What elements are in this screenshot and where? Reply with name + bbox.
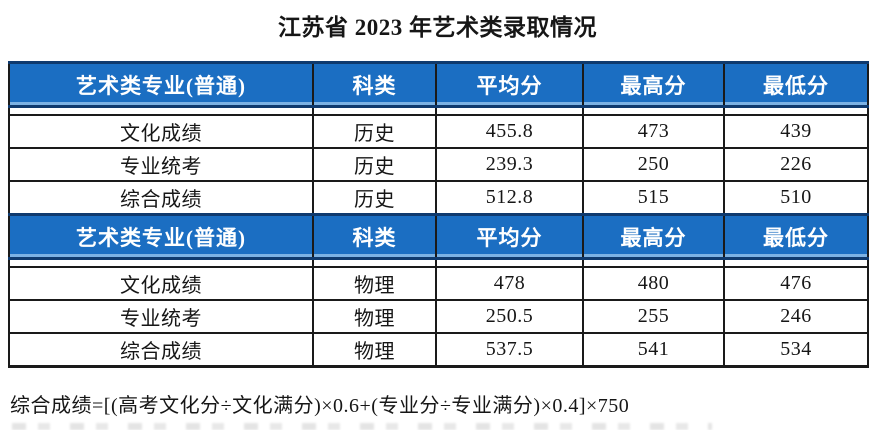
section-header-row: 艺术类专业(普通) 科类 平均分 最高分 最低分: [8, 213, 869, 260]
table-row: 专业统考 物理 250.5 255 246: [8, 299, 869, 334]
spacer-row: [8, 258, 869, 268]
table-cell: 物理: [312, 332, 437, 368]
table-cell: 455.8: [435, 114, 584, 149]
section-header-row: 艺术类专业(普通) 科类 平均分 最高分 最低分: [8, 61, 869, 108]
spacer-cell: [435, 106, 584, 116]
cutoff-text-artifact: [12, 423, 712, 430]
table-cell: 文化成绩: [8, 114, 314, 149]
table-cell: 534: [723, 332, 869, 368]
score-table-body: 艺术类专业(普通) 科类 平均分 最高分 最低分 文化成绩 历史 455.8 473 439 专业统…: [8, 61, 869, 368]
table-cell: 综合成绩: [8, 180, 314, 216]
table-cell: 物理: [312, 266, 437, 301]
table-cell: 239.3: [435, 147, 584, 182]
column-header: 最高分: [582, 61, 725, 108]
column-header: 科类: [312, 213, 437, 260]
score-table: 艺术类专业(普通) 科类 平均分 最高分 最低分 文化成绩 历史 455.8 473 439 专业统…: [8, 61, 869, 368]
column-header: 艺术类专业(普通): [8, 61, 314, 108]
table-cell: 文化成绩: [8, 266, 314, 301]
column-header: 最低分: [723, 61, 869, 108]
table-cell: 250.5: [435, 299, 584, 334]
table-cell: 综合成绩: [8, 332, 314, 368]
table-cell: 473: [582, 114, 725, 149]
table-cell: 541: [582, 332, 725, 368]
table-cell: 480: [582, 266, 725, 301]
table-cell: 专业统考: [8, 299, 314, 334]
table-row: 专业统考 历史 239.3 250 226: [8, 147, 869, 182]
formula-note: 综合成绩=[(高考文化分÷文化满分)×0.6+(专业分÷专业满分)×0.4]×7…: [10, 395, 630, 417]
spacer-cell: [8, 106, 314, 116]
spacer-cell: [312, 106, 437, 116]
table-cell: 478: [435, 266, 584, 301]
column-header: 最低分: [723, 213, 869, 260]
column-header: 艺术类专业(普通): [8, 213, 314, 260]
spacer-cell: [582, 258, 725, 268]
table-cell: 历史: [312, 114, 437, 149]
table-cell: 515: [582, 180, 725, 216]
table-row: 文化成绩 物理 478 480 476: [8, 266, 869, 301]
table-cell: 537.5: [435, 332, 584, 368]
spacer-cell: [8, 258, 314, 268]
table-cell: 物理: [312, 299, 437, 334]
table-cell: 专业统考: [8, 147, 314, 182]
table-row: 综合成绩 历史 512.8 515 510: [8, 180, 869, 216]
table-cell: 250: [582, 147, 725, 182]
table-cell: 476: [723, 266, 869, 301]
table-cell: 255: [582, 299, 725, 334]
table-cell: 439: [723, 114, 869, 149]
spacer-cell: [312, 258, 437, 268]
table-cell: 510: [723, 180, 869, 216]
spacer-cell: [435, 258, 584, 268]
table-cell: 246: [723, 299, 869, 334]
page-title: 江苏省 2023 年艺术类录取情况: [278, 15, 597, 40]
table-row: 综合成绩 物理 537.5 541 534: [8, 332, 869, 368]
spacer-cell: [582, 106, 725, 116]
table-cell: 历史: [312, 180, 437, 216]
column-header: 平均分: [435, 213, 584, 260]
spacer-row: [8, 106, 869, 116]
table-cell: 226: [723, 147, 869, 182]
column-header: 平均分: [435, 61, 584, 108]
spacer-cell: [723, 258, 869, 268]
spacer-cell: [723, 106, 869, 116]
column-header: 科类: [312, 61, 437, 108]
table-cell: 512.8: [435, 180, 584, 216]
page: 江苏省 2023 年艺术类录取情况 艺术类专业(普通) 科类 平均分 最高分 最低分 文化…: [0, 12, 875, 430]
column-header: 最高分: [582, 213, 725, 260]
table-row: 文化成绩 历史 455.8 473 439: [8, 114, 869, 149]
table-cell: 历史: [312, 147, 437, 182]
